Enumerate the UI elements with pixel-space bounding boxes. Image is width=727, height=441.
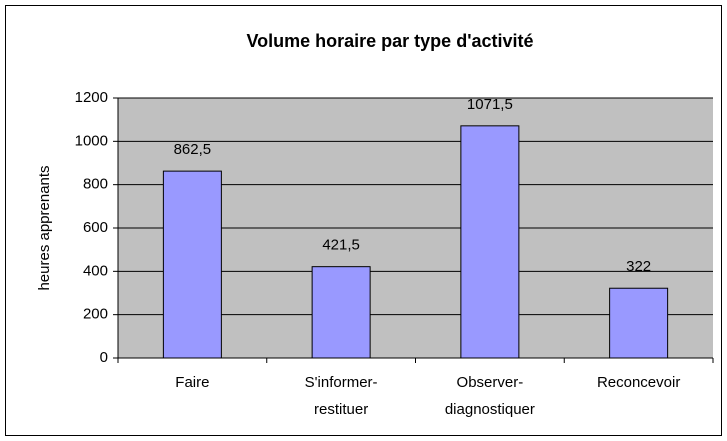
y-tick-label: 0 [100,349,108,366]
bar [162,170,222,359]
y-tick-label: 400 [83,262,108,279]
bar [609,287,669,359]
x-tick-label: Reconcevoir [597,374,680,391]
y-tick-label: 600 [83,219,108,236]
x-tick-label: Faire [175,374,209,391]
x-tick-label: Observer-diagnostiquer [445,374,535,418]
value-label: 862,5 [174,141,212,158]
chart-title: Volume horaire par type d'activité [246,31,533,51]
y-tick-label: 200 [83,306,108,323]
y-tick-label: 800 [83,176,108,193]
x-tick-label: S'informer-restituer [305,374,378,418]
y-axis-label: heures apprenants [36,165,53,290]
y-tick-label: 1200 [75,89,108,106]
y-tick-label: 1000 [75,132,108,149]
value-label: 322 [626,258,651,275]
value-label: 1071,5 [467,96,513,113]
bar [460,125,520,359]
bar [311,266,371,359]
value-label: 421,5 [322,237,360,254]
